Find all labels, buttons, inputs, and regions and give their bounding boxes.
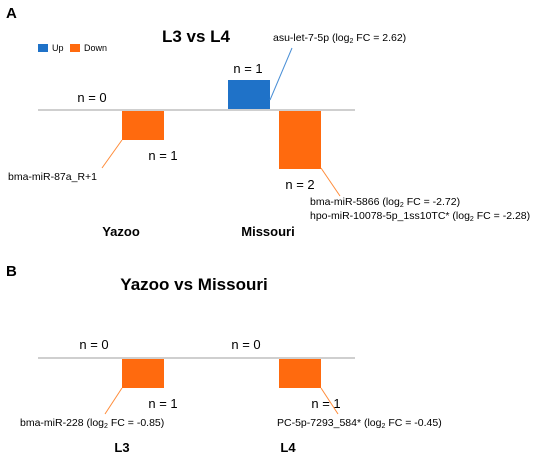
annotation-bma-mir-87a: bma-miR-87a_R+1 xyxy=(8,171,97,183)
bar-a-yazoo-down xyxy=(122,111,164,140)
category-a-missouri: Missouri xyxy=(241,224,294,239)
count-a-missouri-down: n = 2 xyxy=(285,177,314,192)
count-b-l4-down: n = 1 xyxy=(311,396,340,411)
count-b-l3-up: n = 0 xyxy=(79,337,108,352)
legend-down-swatch xyxy=(70,44,80,52)
annotation-hpo-mir-10078: hpo-miR-10078-5p_1ss10TC* (log2 FC = -2.… xyxy=(310,210,530,223)
category-b-l4: L4 xyxy=(280,440,296,455)
annotation-asu-let-7: asu-let-7-5p (log2 FC = 2.62) xyxy=(273,32,406,45)
bar-a-missouri-down xyxy=(279,111,321,169)
panel-a-letter: A xyxy=(6,5,17,22)
panel-b-letter: B xyxy=(6,263,17,280)
legend-down-label: Down xyxy=(84,43,107,53)
count-b-l4-up: n = 0 xyxy=(231,337,260,352)
annotation-pc-5p-7293: PC-5p-7293_584* (log2 FC = -0.45) xyxy=(277,417,442,430)
bar-a-missouri-up xyxy=(228,80,270,109)
leader-pc-5p-7293 xyxy=(320,387,339,415)
category-a-yazoo: Yazoo xyxy=(102,224,140,239)
leader-bma-mir-5866 xyxy=(320,167,341,197)
leader-asu-let-7 xyxy=(269,47,293,101)
count-a-yazoo-up: n = 0 xyxy=(77,90,106,105)
panel-b-title: Yazoo vs Missouri xyxy=(120,275,267,294)
category-b-l3: L3 xyxy=(114,440,129,455)
annotation-bma-mir-228: bma-miR-228 (log2 FC = -0.85) xyxy=(20,417,164,430)
bar-b-l3-down xyxy=(122,359,164,388)
leader-bma-mir-87a xyxy=(101,139,123,169)
legend-up-label: Up xyxy=(52,43,64,53)
count-b-l3-down: n = 1 xyxy=(148,396,177,411)
count-a-missouri-up: n = 1 xyxy=(233,61,262,76)
leader-bma-mir-228 xyxy=(104,387,123,415)
annotation-bma-mir-5866: bma-miR-5866 (log2 FC = -2.72) xyxy=(310,196,460,209)
bar-b-l4-down xyxy=(279,359,321,388)
count-a-yazoo-down: n = 1 xyxy=(148,148,177,163)
legend-up-swatch xyxy=(38,44,48,52)
panel-a-title: L3 vs L4 xyxy=(162,27,231,46)
